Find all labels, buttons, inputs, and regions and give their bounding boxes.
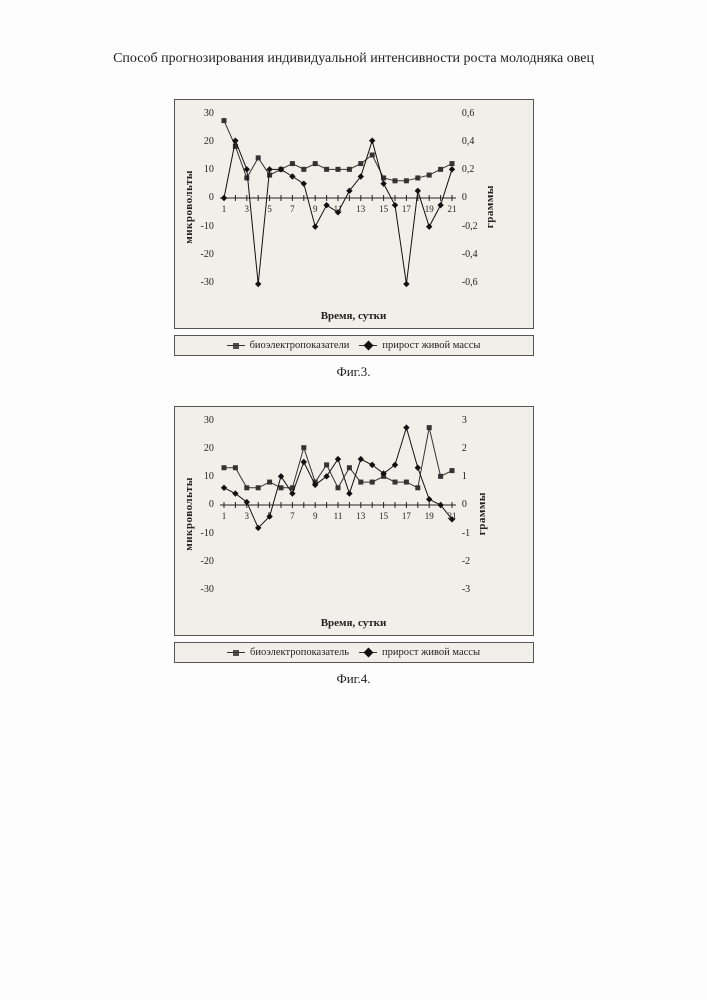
svg-text:3: 3 (244, 511, 249, 521)
y-tick-label: -2 (462, 556, 470, 567)
y-tick-label: 0 (462, 499, 470, 510)
y-tick-label: 2 (462, 443, 470, 454)
legend-item: биоэлектропоказатели (227, 340, 350, 351)
svg-text:7: 7 (290, 511, 295, 521)
svg-text:13: 13 (356, 511, 366, 521)
plot-wrapper: микровольты3020100-10-20-301357911131517… (181, 108, 527, 306)
y-tick-label: -0,4 (462, 249, 478, 260)
y-tick-label: -30 (201, 277, 214, 288)
y-tick-label: 10 (201, 471, 214, 482)
svg-text:11: 11 (334, 511, 343, 521)
x-axis-label: Время, сутки (181, 617, 527, 629)
svg-text:13: 13 (356, 204, 366, 214)
y-tick-label: 0 (462, 192, 478, 203)
square-marker-icon (227, 652, 245, 653)
figure-block: микровольты3020100-10-20-301357911131517… (174, 406, 534, 687)
legend-label: биоэлектропоказатель (250, 647, 349, 658)
y-tick-label: -0,2 (462, 221, 478, 232)
svg-text:1: 1 (222, 511, 227, 521)
y-axis-right-ticks: 0,6 0,4 0,2 0 -0,2 -0,4 -0,6 (458, 108, 482, 288)
legend-item: биоэлектропоказатель (227, 647, 349, 658)
legend-label: прирост живой массы (382, 340, 480, 351)
square-marker-icon (227, 345, 245, 346)
y-axis-right-label: граммы (482, 108, 498, 306)
chart-frame: микровольты3020100-10-20-301357911131517… (174, 406, 534, 636)
y-tick-label: -20 (201, 556, 214, 567)
y-tick-label: 10 (201, 164, 214, 175)
legend-label: биоэлектропоказатели (250, 340, 350, 351)
y-tick-label: 0 (201, 499, 214, 510)
diamond-marker-icon (359, 652, 377, 653)
y-axis-left-label: микровольты (181, 108, 197, 306)
chart-legend: биоэлектропоказатели прирост живой массы (174, 335, 534, 356)
y-axis-left-ticks: 30 20 10 0 -10 -20 -30 (197, 415, 218, 595)
y-axis-right-label: граммы (474, 415, 490, 613)
y-axis-left-label-text: микровольты (183, 477, 195, 551)
legend-item: прирост живой массы (359, 647, 480, 658)
chart-frame: микровольты3020100-10-20-301357911131517… (174, 99, 534, 329)
y-tick-label: -20 (201, 249, 214, 260)
svg-text:19: 19 (425, 511, 435, 521)
plot-column: 13579111315171921 (218, 415, 458, 613)
svg-text:19: 19 (425, 204, 435, 214)
y-axis-right-ticks: 3 2 1 0 -1 -2 -3 (458, 415, 474, 595)
y-tick-label: 0 (201, 192, 214, 203)
svg-text:15: 15 (379, 511, 389, 521)
figure-caption: Фиг.3. (174, 364, 534, 380)
y-tick-label: 30 (201, 415, 214, 426)
y-tick-label: 1 (462, 471, 470, 482)
y-axis-left-ticks: 30 20 10 0 -10 -20 -30 (197, 108, 218, 288)
page-title: Способ прогнозирования индивидуальной ин… (100, 50, 607, 69)
svg-text:9: 9 (313, 204, 318, 214)
svg-text:15: 15 (379, 204, 389, 214)
chart-plot: 13579111315171921 (218, 415, 458, 613)
y-tick-label: 20 (201, 443, 214, 454)
y-tick-label: -0,6 (462, 277, 478, 288)
x-axis-label: Время, сутки (181, 310, 527, 322)
y-tick-label: -10 (201, 221, 214, 232)
y-tick-label: 0,4 (462, 136, 478, 147)
chart-legend: биоэлектропоказатель прирост живой массы (174, 642, 534, 663)
svg-text:9: 9 (313, 511, 318, 521)
y-tick-label: 3 (462, 415, 470, 426)
figure-block: микровольты3020100-10-20-301357911131517… (174, 99, 534, 380)
chart-plot: 13579111315171921 (218, 108, 458, 306)
legend-item: прирост живой массы (359, 340, 480, 351)
svg-text:17: 17 (402, 511, 412, 521)
y-tick-label: 0,2 (462, 164, 478, 175)
svg-text:7: 7 (290, 204, 295, 214)
y-axis-left-label: микровольты (181, 415, 197, 613)
figure-caption: Фиг.4. (174, 671, 534, 687)
plot-column: 13579111315171921 (218, 108, 458, 306)
y-tick-label: -30 (201, 584, 214, 595)
svg-text:1: 1 (222, 204, 227, 214)
diamond-marker-icon (359, 345, 377, 346)
y-axis-right-label-text: граммы (476, 492, 488, 535)
svg-text:17: 17 (402, 204, 412, 214)
y-tick-label: -3 (462, 584, 470, 595)
charts-container: микровольты3020100-10-20-301357911131517… (70, 99, 637, 687)
y-tick-label: -1 (462, 528, 470, 539)
y-axis-right-label-text: граммы (484, 185, 496, 228)
page: Способ прогнозирования индивидуальной ин… (0, 0, 707, 1000)
y-tick-label: 30 (201, 108, 214, 119)
y-tick-label: -10 (201, 528, 214, 539)
y-tick-label: 0,6 (462, 108, 478, 119)
svg-text:5: 5 (267, 204, 272, 214)
y-axis-left-label-text: микровольты (183, 170, 195, 244)
svg-text:21: 21 (447, 204, 456, 214)
svg-text:3: 3 (244, 204, 249, 214)
plot-wrapper: микровольты3020100-10-20-301357911131517… (181, 415, 527, 613)
y-tick-label: 20 (201, 136, 214, 147)
legend-label: прирост живой массы (382, 647, 480, 658)
